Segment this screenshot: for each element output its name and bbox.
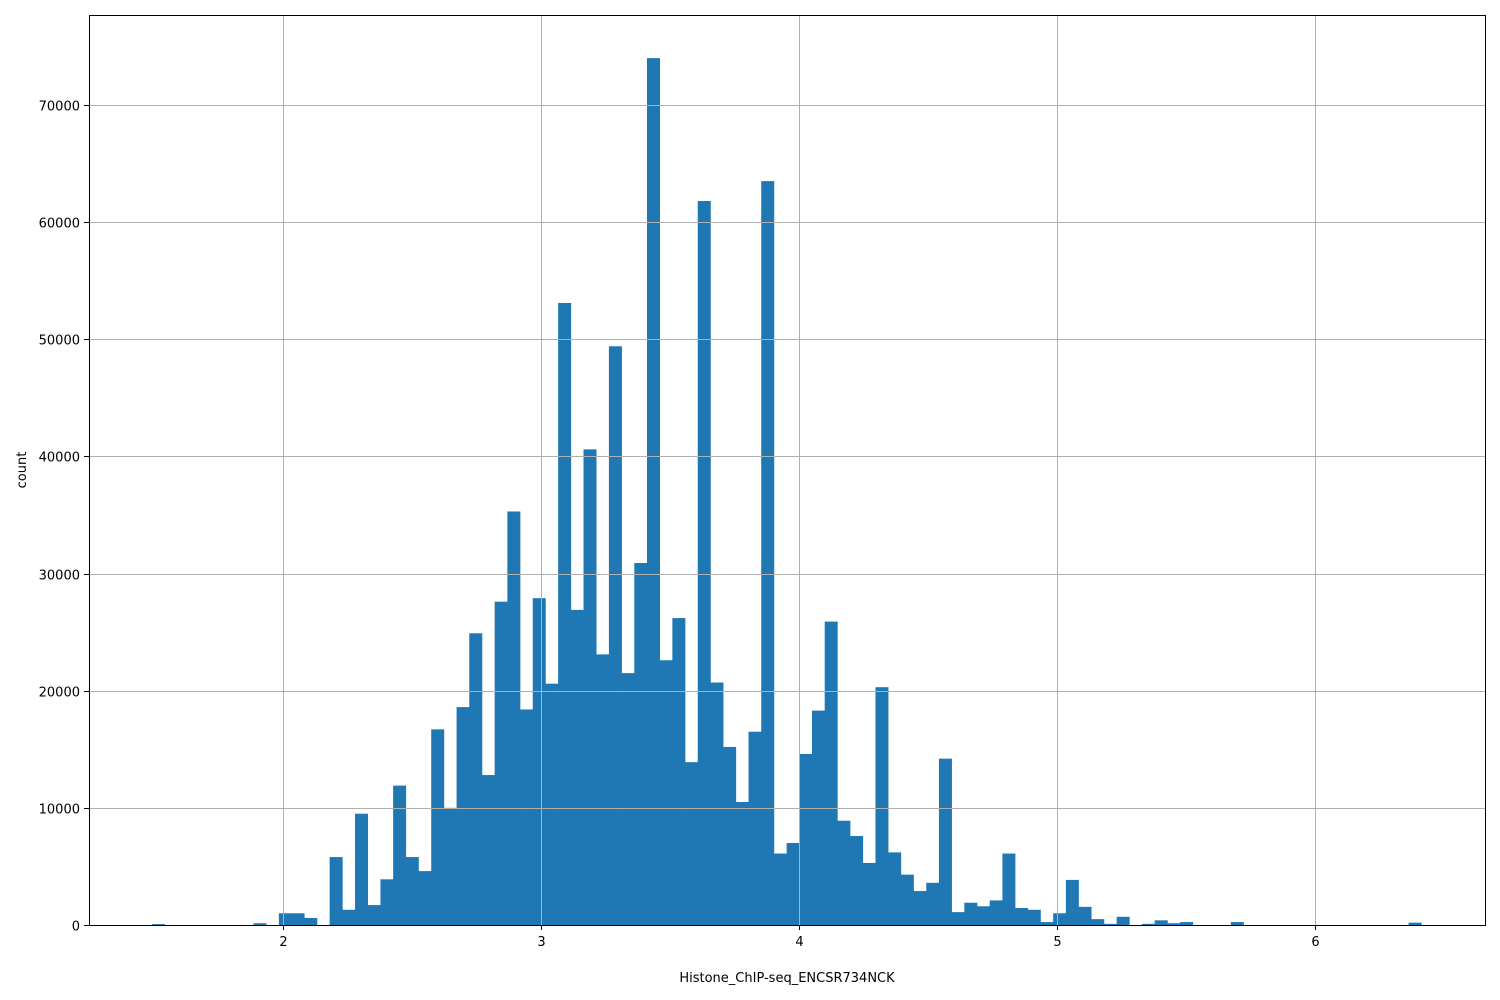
x-tick-label: 3 xyxy=(537,935,545,950)
histogram-bar xyxy=(621,673,635,925)
histogram-bar xyxy=(596,654,610,925)
histogram-bar xyxy=(253,923,267,925)
histogram-bar xyxy=(913,891,927,925)
histogram-bar xyxy=(735,801,749,925)
histogram-bar xyxy=(469,633,483,925)
histogram-bar xyxy=(1065,879,1079,925)
histogram-bar xyxy=(672,618,686,925)
histogram-bar xyxy=(773,853,787,925)
histogram-bar xyxy=(951,912,965,925)
histogram-bar xyxy=(1015,908,1029,925)
histogram-bar xyxy=(888,852,902,925)
y-tick-label: 50000 xyxy=(39,334,80,349)
histogram-bar xyxy=(545,683,559,925)
histogram-bar xyxy=(1103,923,1117,925)
histogram-bar xyxy=(786,842,800,925)
ticks-group: 2 3 4 5 6 0 10000 20000 30000 40000 50000 60000 7000… xyxy=(39,100,1320,951)
y-tick-label: 60000 xyxy=(39,217,80,232)
histogram-bar xyxy=(456,707,470,925)
histogram-bar xyxy=(1027,909,1041,925)
x-tick-label: 5 xyxy=(1053,935,1061,950)
x-axis-label: Histone_ChIP-seq_ENCSR734NCK xyxy=(679,971,895,986)
histogram-bar xyxy=(380,879,394,925)
y-tick-label: 70000 xyxy=(39,100,80,115)
histogram-bar xyxy=(723,746,737,925)
histogram-bar xyxy=(646,58,660,926)
histogram-bar xyxy=(964,902,978,925)
x-tick-label: 2 xyxy=(279,935,287,950)
histogram-bar xyxy=(558,302,572,925)
histogram-bar xyxy=(1167,923,1181,925)
plot-frame xyxy=(89,15,1486,926)
y-tick-label: 30000 xyxy=(39,569,80,584)
histogram-bar xyxy=(151,924,165,925)
histogram-bar xyxy=(570,609,584,925)
histogram-bar xyxy=(494,601,508,925)
histogram-bar xyxy=(748,731,762,925)
histogram-bar xyxy=(989,900,1003,925)
y-tick-label: 20000 xyxy=(39,686,80,701)
histogram-bar xyxy=(926,882,940,925)
histogram-bar xyxy=(278,913,292,925)
y-tick-label: 10000 xyxy=(39,803,80,818)
histogram-bar xyxy=(938,758,952,925)
histogram-bar xyxy=(1230,922,1244,925)
histogram-bar xyxy=(583,449,597,925)
y-axis-label: count xyxy=(15,452,30,489)
histogram-bar xyxy=(900,874,914,925)
histogram-bar xyxy=(405,857,419,925)
histogram-bar xyxy=(507,511,521,925)
histogram-bar xyxy=(304,917,318,925)
histogram-bar xyxy=(875,687,889,925)
histogram-bar xyxy=(1053,913,1067,925)
histogram-bar xyxy=(342,909,356,925)
histogram-bar xyxy=(1408,922,1422,925)
y-tick-label: 40000 xyxy=(39,451,80,466)
histogram-bar xyxy=(659,660,673,925)
x-tick-label: 6 xyxy=(1311,935,1319,950)
histogram-bar xyxy=(799,753,813,925)
histogram-bar xyxy=(862,862,876,925)
histogram-bar xyxy=(710,682,724,925)
histogram-bar xyxy=(697,201,711,926)
histogram-bar xyxy=(329,857,343,925)
x-tick-label: 4 xyxy=(795,935,803,950)
histogram-bar xyxy=(1002,853,1016,925)
histogram-bar xyxy=(367,905,381,925)
histogram-bar xyxy=(811,710,825,925)
histogram-bar xyxy=(431,729,445,925)
histogram-bar xyxy=(977,906,991,925)
y-tick-label: 0 xyxy=(72,920,80,935)
histogram-bar xyxy=(634,563,648,925)
histogram-bar xyxy=(532,598,546,925)
histogram-bar xyxy=(824,621,838,925)
histogram-bar xyxy=(1040,922,1054,925)
histogram-bar xyxy=(837,820,851,925)
histogram-bar xyxy=(443,807,457,925)
histogram-bar xyxy=(393,785,407,925)
histogram-bar xyxy=(1180,922,1194,925)
histogram-bar xyxy=(850,835,864,925)
histogram-bar xyxy=(685,762,699,925)
histogram-bar xyxy=(355,813,369,925)
bars-group xyxy=(151,58,1422,926)
grid-group xyxy=(89,15,1485,926)
histogram-bar xyxy=(1116,916,1130,925)
histogram-bar xyxy=(1154,920,1168,925)
histogram-bar xyxy=(291,913,305,925)
histogram-bar xyxy=(418,871,432,925)
histogram-bar xyxy=(1078,906,1092,925)
histogram-bar xyxy=(761,181,775,926)
histogram-bar xyxy=(608,346,622,925)
histogram-bar xyxy=(1091,919,1105,925)
histogram-bar xyxy=(520,709,534,925)
histogram-bar xyxy=(1142,923,1156,925)
histogram-bar xyxy=(481,775,495,925)
